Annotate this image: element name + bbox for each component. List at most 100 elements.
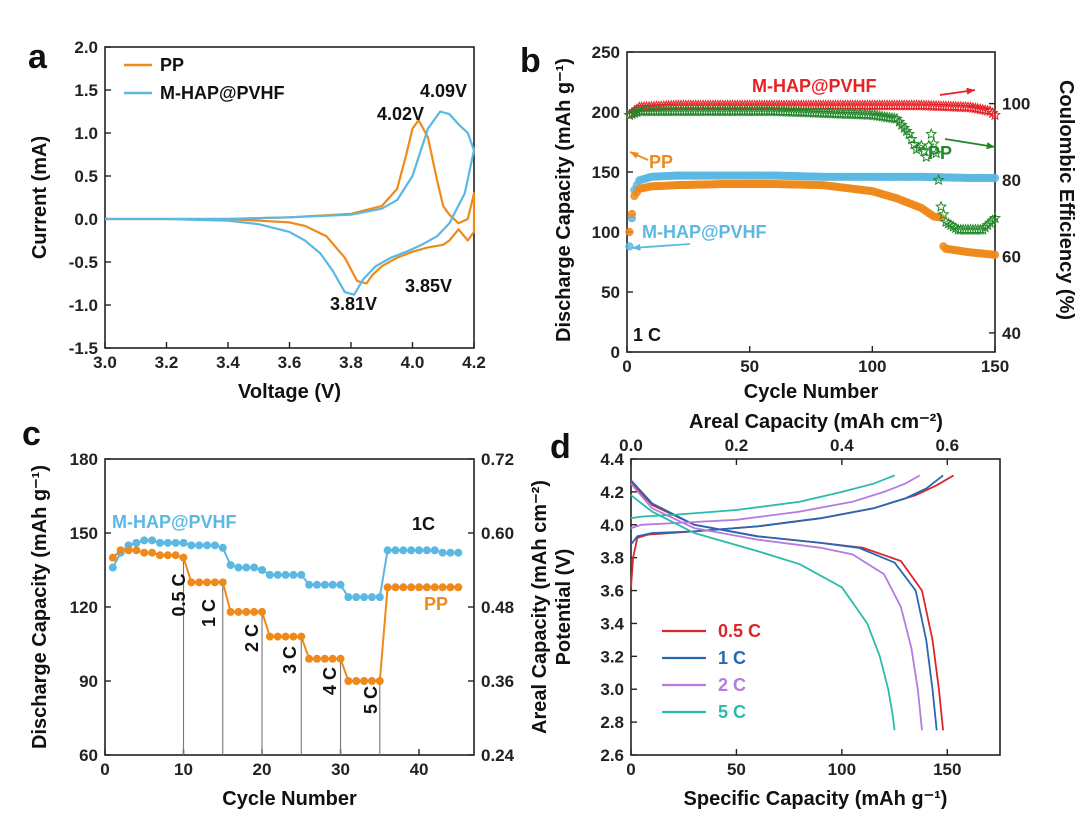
panel-b-y2-tick-label: 60: [1002, 247, 1021, 266]
arrow-cap-mhap-head: [632, 243, 641, 251]
rate-marker-blue: [171, 538, 180, 547]
rate-marker-orange: [399, 583, 408, 592]
rate-marker-blue: [250, 563, 259, 572]
rate-marker-orange: [383, 583, 392, 592]
arrow-cap-pp-head: [630, 152, 639, 159]
panel-a-x-tick-label: 3.6: [278, 353, 302, 372]
label-cap-pp: PP: [649, 152, 673, 172]
rate-marker-blue: [305, 580, 314, 589]
rate-marker-orange: [297, 632, 306, 641]
ce-marker-green: [986, 214, 999, 226]
rate-marker-orange: [273, 632, 282, 641]
rate-marker-orange: [116, 546, 125, 555]
capacity-marker-blue: [990, 173, 1000, 183]
rate-marker-blue: [187, 541, 196, 550]
panel-d-ylabel: Potential (V): [553, 549, 575, 666]
panel-c-x-tick-label: 30: [331, 760, 350, 779]
capacity-marker-orange: [627, 209, 637, 219]
peak-annotation: 3.81V: [330, 294, 377, 314]
panel-d-x2-tick-label: 0.2: [725, 436, 749, 455]
rate-marker-orange: [163, 551, 172, 560]
panel-c-y2-tick-label: 0.60: [481, 524, 514, 543]
panel-d-y-tick-label: 4.2: [600, 483, 624, 502]
panel-b-ylabel: Discharge Capacity (mAh g⁻¹): [553, 58, 575, 342]
ce-marker-green: [932, 173, 945, 186]
panel-a-x-tick-label: 4.0: [401, 353, 425, 372]
panel-a-y-tick-label: 1.0: [74, 124, 98, 143]
panel-c-y2-tick-label: 0.36: [481, 672, 514, 691]
rate-marker-orange: [422, 583, 431, 592]
panel-c-y-tick-label: 150: [70, 524, 98, 543]
label-rate: 1 C: [633, 325, 661, 345]
rate-marker-blue: [454, 548, 463, 557]
legend-label: M-HAP@PVHF: [160, 83, 285, 103]
rate-marker-orange: [407, 583, 416, 592]
rate-marker-orange: [210, 578, 219, 587]
panel-d-x-tick-label: 0: [626, 760, 635, 779]
panel-d-x2-tick-label: 0.6: [935, 436, 959, 455]
label-1c: 1C: [412, 514, 435, 534]
panel-a-x-tick-label: 3.0: [93, 353, 117, 372]
arrow-cap-mhap-shaft: [631, 243, 691, 249]
discharge-curve-05C: [630, 481, 944, 731]
ce-marker-green: [890, 112, 903, 124]
legend-label: 2 C: [718, 675, 746, 695]
rate-marker-orange: [312, 654, 321, 663]
rate-marker-blue: [155, 538, 164, 547]
ce-marker-green: [922, 139, 935, 151]
ce-marker-green: [917, 145, 930, 157]
panel-c-x-tick-label: 20: [253, 760, 272, 779]
rate-marker-orange: [132, 546, 141, 555]
legend-label: 1 C: [718, 648, 746, 668]
discharge-curve-1C: [630, 479, 938, 731]
ce-marker-green: [925, 127, 938, 140]
rate-marker-blue: [446, 548, 455, 557]
rate-label: 5 C: [361, 686, 381, 714]
rate-marker-blue: [407, 546, 416, 555]
panel-a-x-tick-label: 3.2: [155, 353, 179, 372]
panel-a-x-tick-label: 4.2: [462, 353, 486, 372]
rate-marker-orange: [234, 607, 243, 616]
panel-d-label: d: [550, 428, 571, 466]
panel-b-y2-tick-label: 40: [1002, 324, 1021, 343]
rate-marker-orange: [281, 632, 290, 641]
ce-marker-green: [930, 146, 943, 159]
label-ce-mhap: M-HAP@PVHF: [752, 76, 877, 96]
rate-marker-orange: [258, 607, 267, 616]
panel-d-y-tick-label: 3.2: [600, 647, 624, 666]
rate-marker-blue: [218, 543, 227, 552]
ce-marker-green: [935, 200, 948, 212]
rate-marker-blue: [352, 593, 361, 602]
rate-marker-blue: [226, 561, 235, 570]
panel-d-x-tick-label: 50: [727, 760, 746, 779]
rate-marker-blue: [242, 563, 251, 572]
rate-marker-orange: [148, 548, 157, 557]
rate-marker-blue: [360, 593, 369, 602]
panel-b-label: b: [520, 42, 541, 80]
rate-marker-orange: [344, 677, 353, 685]
ce-marker-green: [927, 137, 940, 149]
rate-label: 4 C: [320, 667, 340, 695]
panel-d-y-tick-label: 2.6: [600, 746, 624, 765]
panel-a-y-tick-label: -1.0: [69, 296, 98, 315]
rate-marker-blue: [328, 580, 337, 589]
discharge-curve-5C: [630, 494, 896, 731]
panel-b-x-tick-label: 150: [981, 357, 1009, 376]
ce-marker-green: [903, 127, 916, 140]
panel-a-y-tick-label: -1.5: [69, 339, 98, 358]
panel-b-y-tick-label: 150: [592, 163, 620, 182]
panel-d-x-tick-label: 100: [828, 760, 856, 779]
rate-marker-blue: [108, 563, 117, 572]
panel-c-y2-tick-label: 0.48: [481, 598, 514, 617]
rate-label: 1 C: [199, 599, 219, 627]
panel-d-x-tick-label: 150: [933, 760, 961, 779]
panel-d-frame: [630, 458, 1001, 756]
series-line-pp: [105, 119, 476, 285]
panel-c-y2-tick-label: 0.24: [481, 746, 515, 765]
rate-marker-blue: [438, 548, 447, 557]
panel-b-y2-tick-label: 100: [1002, 95, 1030, 114]
panel-c-y-tick-label: 60: [79, 746, 98, 765]
rate-marker-blue: [132, 538, 141, 547]
rate-marker-blue: [289, 570, 298, 579]
rate-marker-blue: [234, 563, 243, 572]
